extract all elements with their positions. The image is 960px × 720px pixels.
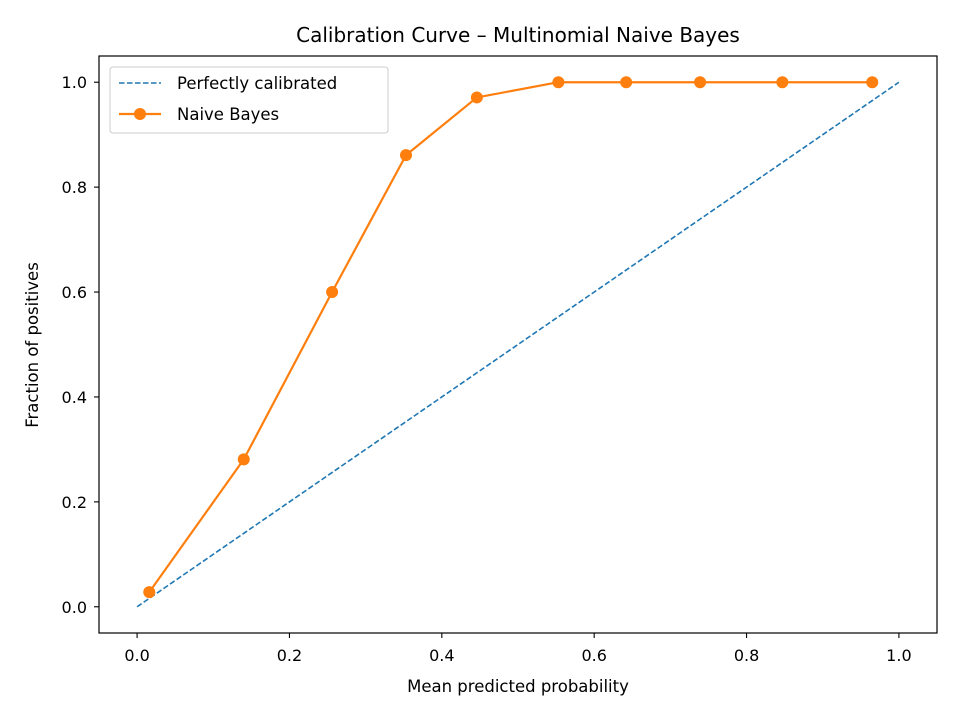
x-tick-label: 0.2 [277,646,302,665]
data-point-naive-bayes [143,586,156,599]
data-point-naive-bayes [326,286,339,299]
data-point-naive-bayes [400,149,413,162]
series-line-naive-bayes [148,81,873,593]
y-tick-label: 0.8 [62,178,87,197]
data-point-naive-bayes [620,76,633,89]
axis-ticks: 0.0 0.2 0.4 0.6 0.8 1.0 0.0 0.2 0.4 0.6 0.8 1.0 [62,73,912,665]
data-point-naive-bayes [776,76,789,89]
legend-label-naive-bayes: Naive Bayes [177,105,279,124]
x-tick-label: 1.0 [886,646,911,665]
data-point-naive-bayes [237,453,250,466]
plot-area [136,76,900,608]
legend-box [109,66,389,134]
data-point-naive-bayes [866,76,879,89]
x-tick-label: 0.8 [734,646,759,665]
y-tick-label: 0.4 [62,388,87,407]
y-tick-label: 0.6 [62,283,87,302]
x-tick-label: 0.4 [429,646,454,665]
x-tick-label: 0.0 [124,646,149,665]
chart-title: Calibration Curve – Multinomial Naive Ba… [296,23,740,47]
x-axis-label: Mean predicted probability [407,677,629,696]
legend-label-perfectly-calibrated: Perfectly calibrated [177,74,337,93]
plot-frame [98,55,938,634]
y-tick-label: 1.0 [62,73,87,92]
legend: Perfectly calibrated Naive Bayes [109,66,389,134]
series-line-perfectly-calibrated [136,81,900,608]
data-point-naive-bayes [694,76,707,89]
data-point-naive-bayes [552,76,565,89]
data-point-naive-bayes [470,91,483,104]
x-tick-label: 0.6 [581,646,606,665]
y-axis-label: Fraction of positives [23,262,42,428]
legend-marker-naive-bayes [134,108,146,120]
y-tick-label: 0.0 [62,598,87,617]
y-tick-label: 0.2 [62,493,87,512]
